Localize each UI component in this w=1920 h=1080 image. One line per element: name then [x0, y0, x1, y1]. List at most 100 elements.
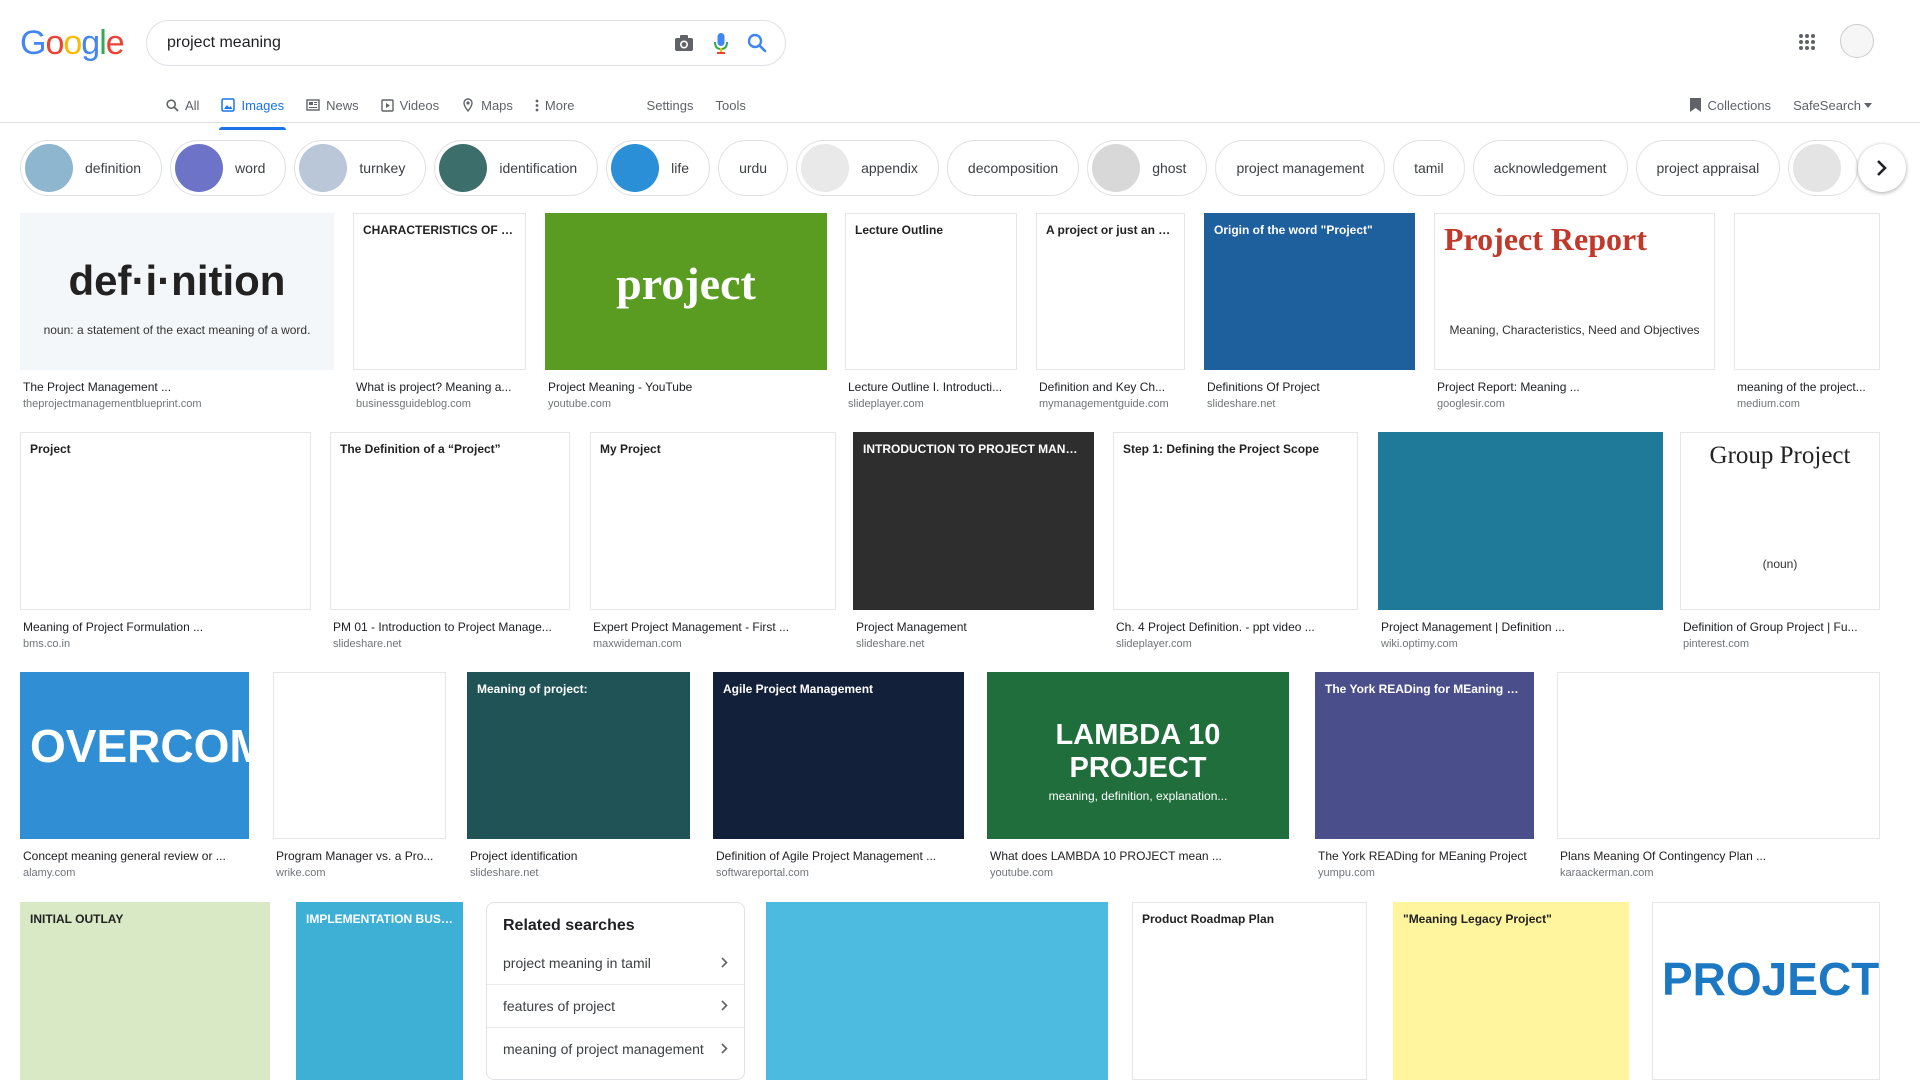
- result-title[interactable]: Ch. 4 Project Definition. - ppt video ..…: [1116, 620, 1315, 634]
- image-result[interactable]: IMPLEMENTATION BUSINESS PROJECT: [296, 902, 463, 1080]
- image-result[interactable]: LAMBDA 10 PROJECT meaning, definition, ex…: [987, 672, 1289, 883]
- result-thumbnail[interactable]: Project Report Meaning, Characteristics, …: [1434, 213, 1715, 370]
- chip-definition[interactable]: definition: [20, 140, 163, 196]
- image-result[interactable]: Origin of the word "Project" Definitions …: [1204, 213, 1415, 414]
- image-result[interactable]: Project Report Meaning, Characteristics, …: [1434, 213, 1715, 414]
- result-thumbnail[interactable]: The Definition of a “Project”: [330, 432, 570, 610]
- result-thumbnail[interactable]: CHARACTERISTICS OF PROJECT: [353, 213, 526, 370]
- result-title[interactable]: meaning of the project...: [1737, 380, 1866, 394]
- result-title[interactable]: Project identification: [470, 849, 578, 863]
- result-title[interactable]: Concept meaning general review or ...: [23, 849, 226, 863]
- image-result[interactable]: Meaning of project: Project identificatio…: [467, 672, 690, 883]
- result-thumbnail[interactable]: Lecture Outline: [845, 213, 1017, 370]
- result-title[interactable]: Project Report: Meaning ...: [1437, 380, 1580, 394]
- chip-ghost[interactable]: ghost: [1087, 140, 1208, 196]
- result-title[interactable]: Plans Meaning Of Contingency Plan ...: [1560, 849, 1767, 863]
- image-result[interactable]: The Definition of a “Project” PM 01 - Int…: [330, 432, 570, 654]
- result-thumbnail[interactable]: [766, 902, 1108, 1080]
- image-result[interactable]: A project or just an activity? Definition…: [1036, 213, 1185, 414]
- image-result[interactable]: Product Roadmap Plan: [1132, 902, 1367, 1080]
- result-thumbnail[interactable]: Meaning of project:: [467, 672, 690, 839]
- result-thumbnail[interactable]: The York READing for MEaning Project: [1315, 672, 1534, 839]
- result-thumbnail[interactable]: Origin of the word "Project": [1204, 213, 1415, 370]
- tab-maps[interactable]: Maps: [461, 88, 513, 122]
- related-search-item[interactable]: meaning of project management: [487, 1027, 744, 1070]
- image-result[interactable]: OVERCOME Concept meaning general review o…: [20, 672, 249, 883]
- apps-grid-icon[interactable]: [1798, 33, 1816, 56]
- google-logo[interactable]: Google: [20, 24, 125, 63]
- result-title[interactable]: Definition and Key Ch...: [1039, 380, 1166, 394]
- result-title[interactable]: What does LAMBDA 10 PROJECT mean ...: [990, 849, 1222, 863]
- result-title[interactable]: Definition of Agile Project Management .…: [716, 849, 937, 863]
- result-title[interactable]: Project Management | Definition ...: [1381, 620, 1565, 634]
- result-thumbnail[interactable]: IMPLEMENTATION BUSINESS PROJECT: [296, 902, 463, 1080]
- result-thumbnail[interactable]: Step 1: Defining the Project Scope: [1113, 432, 1358, 610]
- chip-appendix[interactable]: appendix: [796, 140, 939, 196]
- result-thumbnail[interactable]: [1734, 213, 1880, 370]
- result-thumbnail[interactable]: [1557, 672, 1880, 839]
- result-thumbnail[interactable]: def·i·nition noun: a statement of the exa…: [20, 213, 334, 370]
- result-thumbnail[interactable]: Product Roadmap Plan: [1132, 902, 1367, 1080]
- result-thumbnail[interactable]: LAMBDA 10 PROJECT meaning, definition, ex…: [987, 672, 1289, 839]
- result-thumbnail[interactable]: project: [545, 213, 827, 370]
- image-result[interactable]: Project Management | Definition ... wiki.…: [1378, 432, 1663, 654]
- result-thumbnail[interactable]: "Meaning Legacy Project": [1393, 902, 1629, 1080]
- search-submit-icon[interactable]: [747, 33, 767, 53]
- image-result[interactable]: The York READing for MEaning Project The …: [1315, 672, 1534, 883]
- result-title[interactable]: Lecture Outline I. Introducti...: [848, 380, 1003, 394]
- image-result[interactable]: Project Meaning of Project Formulation ..…: [20, 432, 311, 654]
- chip-life[interactable]: life: [606, 140, 711, 196]
- result-thumbnail[interactable]: OVERCOME: [20, 672, 249, 839]
- image-result[interactable]: My Project Expert Project Management - Fi…: [590, 432, 836, 654]
- image-result[interactable]: INTRODUCTION TO PROJECT MANAGEMENT Projec…: [853, 432, 1094, 654]
- result-thumbnail[interactable]: [1378, 432, 1663, 610]
- image-result[interactable]: def·i·nition noun: a statement of the exa…: [20, 213, 334, 414]
- image-result[interactable]: project Project Meaning - YouTube youtube.…: [545, 213, 827, 414]
- tab-more[interactable]: More: [535, 88, 575, 122]
- chip-project-appraisal[interactable]: project appraisal: [1635, 140, 1781, 196]
- chip-identification[interactable]: identification: [434, 140, 599, 196]
- chip-tamil[interactable]: tamil: [1393, 140, 1465, 196]
- chip-urdu[interactable]: urdu: [718, 140, 789, 196]
- image-result[interactable]: Plans Meaning Of Contingency Plan ... kar…: [1557, 672, 1880, 883]
- image-result[interactable]: INITIAL OUTLAY: [20, 902, 270, 1080]
- tools-link[interactable]: Tools: [715, 97, 746, 113]
- safesearch-dropdown[interactable]: SafeSearch: [1793, 98, 1872, 113]
- search-box[interactable]: [146, 20, 786, 66]
- result-thumbnail[interactable]: INITIAL OUTLAY: [20, 902, 270, 1080]
- result-title[interactable]: Project Management: [856, 620, 967, 634]
- result-title[interactable]: Expert Project Management - First ...: [593, 620, 790, 634]
- result-title[interactable]: Meaning of Project Formulation ...: [23, 620, 204, 634]
- tab-videos[interactable]: Videos: [380, 88, 439, 122]
- result-thumbnail[interactable]: Group Project (noun): [1680, 432, 1880, 610]
- chip-decomposition[interactable]: decomposition: [946, 140, 1080, 196]
- result-title[interactable]: PM 01 - Introduction to Project Manage..…: [333, 620, 552, 634]
- result-thumbnail[interactable]: [273, 672, 446, 839]
- image-result[interactable]: [766, 902, 1108, 1080]
- microphone-icon[interactable]: [713, 32, 729, 54]
- result-thumbnail[interactable]: INTRODUCTION TO PROJECT MANAGEMENT: [853, 432, 1094, 610]
- result-title[interactable]: Project Meaning - YouTube: [548, 380, 693, 394]
- result-title[interactable]: Definition of Group Project | Fu...: [1683, 620, 1858, 634]
- image-result[interactable]: Program Manager vs. a Pro... wrike.com: [273, 672, 446, 883]
- tab-all[interactable]: All: [166, 88, 199, 122]
- chip-acknowledgement[interactable]: acknowledgement: [1472, 140, 1628, 196]
- chip-turnkey[interactable]: turnkey: [294, 140, 427, 196]
- search-input[interactable]: [167, 34, 673, 52]
- image-result[interactable]: Agile Project Management Definition of Ag…: [713, 672, 964, 883]
- result-thumbnail[interactable]: My Project: [590, 432, 836, 610]
- collections-link[interactable]: Collections: [1690, 98, 1771, 113]
- result-thumbnail[interactable]: Project: [20, 432, 311, 610]
- chip-more[interactable]: [1788, 140, 1859, 196]
- chip-project-management[interactable]: project management: [1215, 140, 1386, 196]
- image-result[interactable]: CHARACTERISTICS OF PROJECT What is projec…: [353, 213, 526, 414]
- image-result[interactable]: Lecture Outline Lecture Outline I. Introd…: [845, 213, 1017, 414]
- related-search-item[interactable]: project meaning in tamil: [487, 941, 744, 984]
- tab-images[interactable]: Images: [219, 88, 286, 130]
- image-result[interactable]: PROJECT: [1652, 902, 1880, 1080]
- result-title[interactable]: Definitions Of Project: [1207, 380, 1320, 394]
- result-title[interactable]: The Project Management ...: [23, 380, 172, 394]
- result-thumbnail[interactable]: PROJECT: [1652, 902, 1880, 1080]
- result-thumbnail[interactable]: Agile Project Management: [713, 672, 964, 839]
- result-title[interactable]: What is project? Meaning a...: [356, 380, 512, 394]
